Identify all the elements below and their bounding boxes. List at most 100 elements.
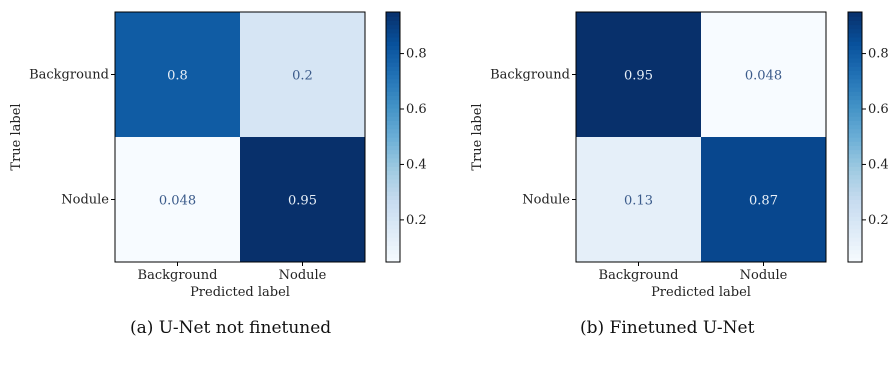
colorbar-segment [848,120,862,126]
colorbar-segment [848,199,862,205]
colorbar-segment [848,82,862,88]
colorbar-segment [386,216,400,221]
colorbar-tick-label: 0.6 [406,102,427,117]
x-axis-title: Predicted label [651,285,751,300]
colorbar-segment [386,166,400,171]
colorbar-segment [848,32,862,38]
cell-value-label: 0.2 [292,69,313,84]
colorbar-segment [848,170,862,176]
colorbar-segment [386,141,400,146]
colorbar-tick-label: 0.4 [868,157,889,172]
colorbar-segment [386,132,400,138]
colorbar-tick-label: 0.6 [868,102,889,117]
x-axis-title: Predicted label [190,285,290,300]
y-tick-label: Background [29,68,109,83]
colorbar-frame [847,11,863,263]
colorbar-segment [386,66,400,71]
colorbar-segment [848,37,862,42]
colorbar-segment [848,174,862,180]
colorbar-segment [386,174,400,180]
colorbar-segment [386,99,400,105]
colorbar-tick-label: 0.4 [406,157,427,172]
colorbar-segment [848,70,862,76]
colorbar-segment [848,74,862,80]
colorbar-segment [848,141,862,146]
colorbar-segment [848,45,862,51]
colorbar-segment [848,153,862,159]
colorbar-segment [386,70,400,76]
colorbar-segment [386,253,400,259]
colorbar-segment [848,257,862,263]
colorbar-segment [848,132,862,138]
y-tick-label: Nodule [522,193,570,208]
colorbar-segment [386,228,400,234]
colorbar-segment [848,57,862,63]
colorbar-segment [386,82,400,88]
colorbar-segment [848,62,862,67]
colorbar-segment [848,249,862,255]
plot-frame [114,11,366,263]
colorbar-segment [386,24,400,30]
colorbar-segment [386,249,400,255]
colorbar-segment [386,178,400,184]
colorbar-segment [386,120,400,126]
cell-value-label: 0.048 [745,69,782,84]
cell-value-label: 0.13 [624,194,653,209]
y-axis-title: True label [470,103,485,170]
colorbar-segment [848,103,862,109]
heatmap-cell-0-0-1 [240,12,365,137]
cell-value-label: 0.048 [159,194,196,209]
colorbar-segment [848,116,862,121]
colorbar-segment [848,16,862,21]
colorbar-segment [848,112,862,117]
colorbar-segment [848,95,862,101]
colorbar-segment [386,199,400,205]
colorbar-segment [386,220,400,226]
colorbar-segment [848,149,862,155]
colorbar-segment [848,12,862,17]
colorbar-segment [848,182,862,188]
heatmap-cell-1-1-0 [576,137,701,262]
colorbar-segment [386,53,400,59]
colorbar-segment [386,74,400,80]
colorbar-segment [848,195,862,201]
colorbar-segment [848,91,862,96]
colorbar-segment [386,87,400,92]
colorbar-segment [848,241,862,246]
colorbar-segment [386,191,400,196]
colorbar-segment [386,128,400,134]
colorbar-segment [386,124,400,130]
colorbar-segment [848,237,862,242]
colorbar-segment [848,253,862,259]
colorbar-segment [386,28,400,34]
caption-a: (a) U-Net not finetuned [130,318,332,338]
colorbar-segment [386,149,400,155]
y-tick-label: Nodule [61,193,109,208]
colorbar-segment [848,157,862,163]
colorbar-segment [386,41,400,46]
colorbar-segment [386,145,400,151]
colorbar-segment [848,66,862,71]
heatmap-cell-0-1-0 [115,137,240,262]
colorbar-segment [386,182,400,188]
colorbar-segment [848,24,862,30]
colorbar-segment [848,107,862,113]
colorbar-segment [386,112,400,117]
colorbar-segment [386,232,400,238]
colorbar-segment [386,95,400,101]
x-tick-label: Nodule [279,268,327,283]
colorbar-segment [386,241,400,246]
colorbar-segment [848,99,862,105]
colorbar-tick-label: 0.2 [868,213,889,228]
colorbar-segment [386,57,400,63]
colorbar-segment [848,49,862,55]
colorbar-segment [386,62,400,67]
colorbar-segment [848,20,862,26]
colorbar-segment [386,78,400,84]
colorbar-tick-label: 0.2 [406,213,427,228]
colorbar-segment [848,124,862,130]
colorbar-segment [386,91,400,96]
x-tick-label: Nodule [740,268,788,283]
heatmap-cell-1-1-1 [701,137,826,262]
